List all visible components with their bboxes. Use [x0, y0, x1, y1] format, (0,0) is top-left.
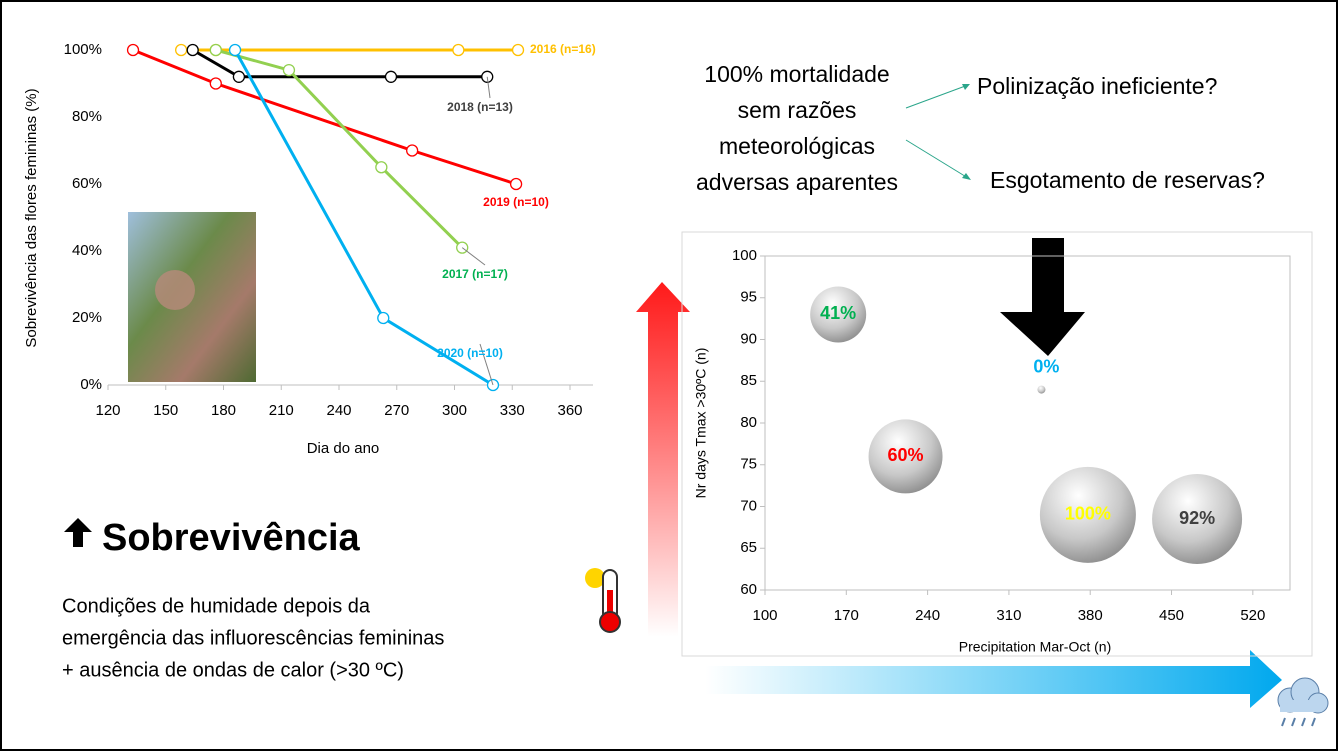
y-axis-label: Nr days Tmax >30ºC (n)	[693, 348, 709, 499]
series-line	[132, 48, 517, 186]
y-tick-label: 80%	[72, 108, 102, 125]
y-tick-label: 90	[740, 330, 757, 347]
x-axis-label: Precipitation Mar-Oct (n)	[959, 639, 1111, 655]
x-tick-label: 330	[500, 402, 525, 419]
y-tick-label: 100	[732, 247, 757, 264]
hypothesis-arrow	[905, 84, 969, 109]
y-tick-label: 40%	[72, 242, 102, 259]
thermometer-icon	[585, 568, 621, 633]
arrowhead	[962, 84, 970, 90]
bubble	[868, 419, 943, 494]
point	[405, 144, 419, 157]
hypothesis: Polinização ineficiente?	[977, 73, 1217, 99]
x-tick-label: 450	[1159, 607, 1184, 624]
bubble-label: 41%	[820, 303, 856, 323]
leader-line	[461, 247, 486, 266]
point	[375, 161, 388, 174]
x-tick-label: 300	[442, 402, 467, 419]
x-axis-label: Dia do ano	[307, 440, 380, 457]
y-tick-label: 20%	[72, 309, 102, 326]
x-tick-label: 120	[95, 402, 120, 419]
mortality-text: 100% mortalidade	[704, 61, 889, 87]
point	[509, 177, 523, 191]
x-tick-label: 360	[557, 402, 582, 419]
precipitation-arrow	[705, 650, 1282, 708]
y-tick-label: 100%	[64, 41, 102, 58]
point	[232, 70, 246, 83]
y-axis-label: Sobrevivência das flores femininas (%)	[23, 88, 40, 347]
x-tick-label: 170	[834, 607, 859, 624]
hypothesis-arrow	[905, 139, 969, 179]
y-tick-label: 60%	[72, 175, 102, 192]
y-tick-label: 60	[740, 581, 757, 598]
x-tick-label: 180	[211, 402, 236, 419]
x-tick-label: 150	[153, 402, 178, 419]
heading: Sobrevivência	[102, 517, 361, 559]
series-label: 2016 (n=16)	[530, 42, 596, 56]
series-label: 2018 (n=13)	[447, 100, 513, 114]
bubble-label: 92%	[1179, 508, 1215, 528]
bubble-label: 0%	[1033, 356, 1059, 376]
series-line	[215, 48, 464, 249]
x-tick-label: 240	[326, 402, 351, 419]
mortality-text: sem razões	[738, 97, 857, 123]
series-line	[191, 48, 488, 79]
temperature-arrow	[636, 282, 690, 637]
point	[282, 63, 296, 77]
series-label: 2020 (n=10)	[437, 346, 503, 360]
leader-line	[486, 76, 491, 99]
chart-frame	[681, 231, 1313, 657]
leader-line	[479, 343, 494, 386]
bubble-label: 100%	[1065, 504, 1111, 524]
x-tick-label: 310	[996, 607, 1021, 624]
series-label: 2019 (n=10)	[483, 195, 549, 209]
conditions-text: Condições de humidade depois da	[62, 595, 371, 617]
point	[377, 311, 390, 325]
bubble-label: 60%	[888, 445, 924, 465]
point	[452, 43, 465, 57]
bubble	[1039, 466, 1136, 563]
point	[126, 43, 140, 57]
down-arrow	[1000, 238, 1085, 356]
x-tick-label: 520	[1240, 607, 1265, 624]
x-tick-label: 210	[269, 402, 294, 419]
point	[209, 43, 222, 57]
photo-detail	[155, 270, 195, 310]
conditions-text: emergência das influorescências feminina…	[62, 627, 444, 649]
y-tick-label: 80	[740, 414, 757, 431]
series-label: 2017 (n=17)	[442, 267, 508, 281]
point	[384, 70, 398, 83]
bubble	[810, 286, 867, 343]
arrowhead	[962, 173, 971, 180]
y-tick-label: 75	[740, 456, 757, 473]
y-tick-label: 0%	[80, 376, 102, 393]
mortality-text: meteorológicas	[719, 133, 875, 159]
mortality-text: adversas aparentes	[696, 169, 898, 195]
point	[174, 43, 188, 57]
bubble	[1152, 474, 1243, 565]
bubble	[1037, 385, 1046, 394]
x-tick-label: 270	[384, 402, 409, 419]
conditions-text: + ausência de ondas de calor (>30 ºC)	[62, 659, 404, 681]
y-tick-label: 70	[740, 497, 757, 514]
point	[186, 43, 199, 57]
hypothesis: Esgotamento de reservas?	[990, 167, 1265, 193]
y-tick-label: 65	[740, 539, 757, 556]
x-tick-label: 380	[1078, 607, 1103, 624]
point	[228, 43, 242, 57]
rain-cloud-icon	[1277, 677, 1329, 727]
x-tick-label: 100	[752, 607, 777, 624]
y-tick-label: 85	[740, 372, 757, 389]
y-tick-label: 95	[740, 289, 757, 306]
up-arrow-icon	[64, 518, 92, 547]
point	[511, 43, 525, 57]
x-tick-label: 240	[915, 607, 940, 624]
point	[209, 77, 222, 90]
